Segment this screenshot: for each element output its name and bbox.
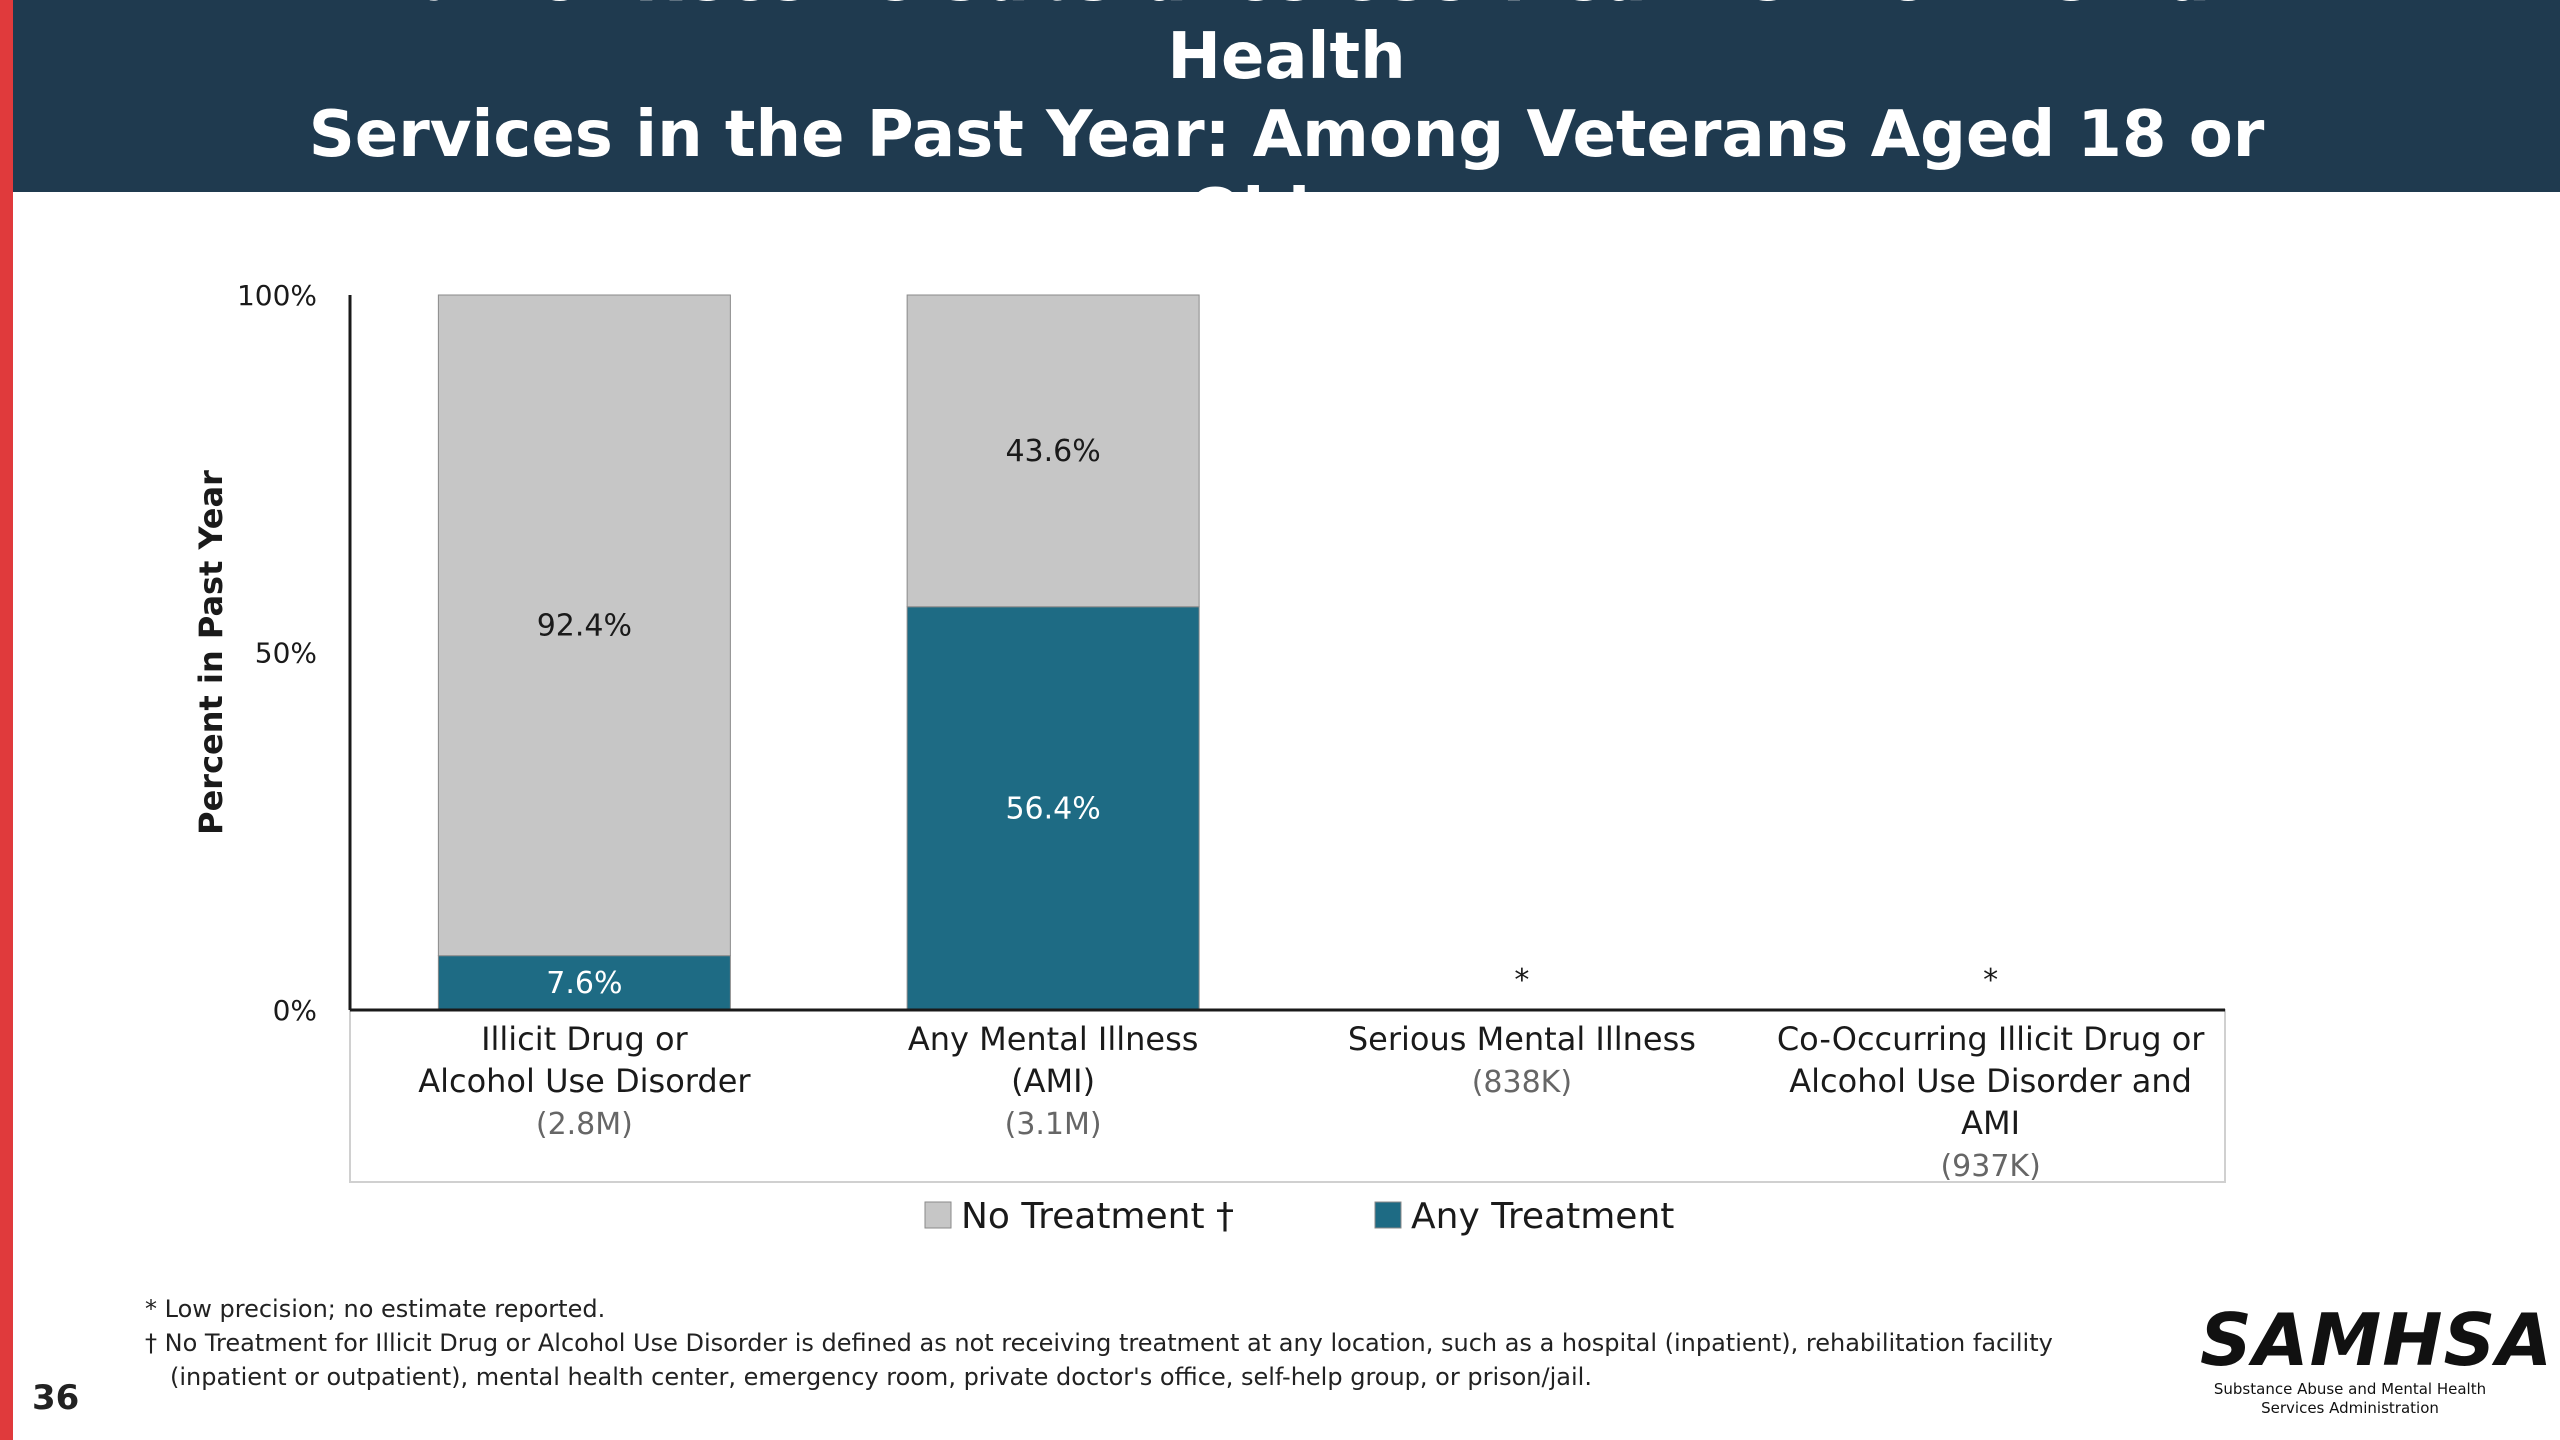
data-label: 56.4% (1005, 791, 1100, 826)
samhsa-wordmark: SAMHSA (2200, 1298, 2554, 1382)
legend-swatch-no-treatment (924, 1201, 952, 1229)
page-title: Did Not Receive Substance Use Treatment … (237, 0, 2337, 252)
category-count: (2.8M) (536, 1107, 633, 1142)
data-label: 92.4% (537, 608, 632, 643)
bar-segment-any-treatment (906, 606, 1200, 1011)
legend-label-no-treatment: No Treatment † (961, 1196, 1234, 1237)
data-label: 43.6% (1005, 434, 1100, 469)
title-line-2: Services in the Past Year: Among Veteran… (308, 98, 2265, 250)
category-label: AMI (1961, 1104, 2020, 1142)
category-label: (AMI) (1011, 1062, 1095, 1100)
category-count: (3.1M) (1005, 1107, 1102, 1142)
samhsa-logo: SAMHSA Substance Abuse and Mental Health… (2200, 1298, 2554, 1418)
suppressed-marker: * (1514, 963, 1529, 998)
page-number: 36 (32, 1378, 80, 1418)
legend-swatch-any-treatment (1374, 1201, 1402, 1229)
bar-segment-any-treatment (437, 955, 731, 1011)
category-label: Co-Occurring Illicit Drug or (1777, 1020, 2205, 1058)
y-axis-title: Percent in Past Year (192, 470, 230, 835)
title-bar: Did Not Receive Substance Use Treatment … (13, 0, 2560, 250)
samhsa-subtitle: Substance Abuse and Mental Health Servic… (2200, 1380, 2500, 1418)
category-label: Any Mental Illness (908, 1020, 1199, 1058)
category-label: Serious Mental Illness (1348, 1020, 1696, 1058)
y-tick-label: 50% (255, 637, 317, 670)
y-tick-label: 100% (237, 279, 317, 312)
legend-label-any-treatment: Any Treatment (1411, 1196, 1674, 1237)
footnote-low-precision: * Low precision; no estimate reported. (145, 1295, 606, 1323)
samhsa-subtitle-line-2: Services Administration (2261, 1399, 2439, 1417)
title-line-1: Did Not Receive Substance Use Treatment … (341, 0, 2232, 94)
category-count: (937K) (1940, 1149, 2040, 1184)
stacked-bar-chart: 7.6% 92.4% Illicit Drug or Alcohol Use Diso… (192, 279, 2226, 1237)
samhsa-subtitle-line-1: Substance Abuse and Mental Health (2213, 1380, 2487, 1398)
left-accent-bar (0, 0, 13, 1440)
y-tick-label: 0% (273, 994, 317, 1027)
category-label: Illicit Drug or (481, 1020, 688, 1058)
bar-segment-no-treatment (437, 294, 731, 957)
category-label: Alcohol Use Disorder (418, 1062, 751, 1100)
data-label: 7.6% (546, 966, 622, 1001)
category-count: (838K) (1472, 1065, 1572, 1100)
footnotes: * Low precision; no estimate reported. †… (145, 1292, 2145, 1394)
suppressed-marker: * (1983, 963, 1998, 998)
bar-segment-no-treatment (906, 294, 1200, 608)
category-label: Alcohol Use Disorder and (1789, 1062, 2192, 1100)
footnote-no-treatment-definition: † No Treatment for Illicit Drug or Alcoh… (145, 1329, 2053, 1391)
